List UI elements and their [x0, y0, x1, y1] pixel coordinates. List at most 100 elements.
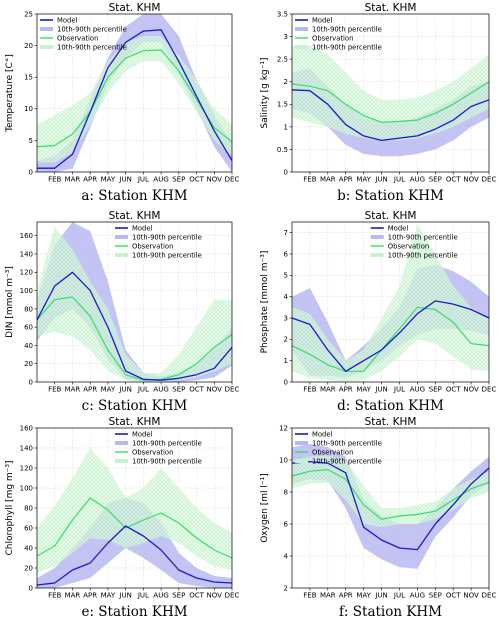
observation-line: [291, 81, 490, 123]
x-tick-label: FEB: [303, 386, 316, 394]
y-tick-label: 2: [284, 336, 288, 344]
y-tick-label: 12: [279, 424, 288, 432]
legend-label: Observation: [312, 448, 353, 456]
x-tick-label: JUN: [374, 592, 387, 600]
y-tick-label: 10: [24, 105, 33, 113]
x-tick-label: APR: [83, 386, 97, 394]
x-tick-label: DEC: [482, 386, 497, 394]
legend-label: 10th-90th percentile: [388, 251, 458, 259]
y-tick-label: 3: [284, 33, 288, 41]
y-tick-label: 0: [29, 584, 33, 592]
observation-percentile-band: [292, 45, 489, 141]
x-tick-label: MAR: [65, 386, 81, 394]
observation-line: [291, 469, 490, 520]
panel-caption: f: Station KHM: [339, 604, 442, 620]
model-line: [36, 271, 233, 381]
chart-panel-2: 0 0.5 1 1.5 2 2.5 3 3.5 FEB MAR APR MAY JUN JUL AUG SEP…: [260, 2, 496, 204]
x-tick-label: SEP: [429, 176, 442, 184]
x-tick-label: JUN: [374, 386, 387, 394]
y-tick-label: 2.5: [277, 56, 288, 64]
y-axis-label: DIN [mmol m⁻³]: [5, 266, 15, 338]
legend-label: 10th-90th percentile: [312, 43, 382, 51]
y-axis-label: Phosphate [mmol m⁻³]: [260, 251, 270, 354]
observation-line: [36, 49, 233, 148]
chart-title: Stat. KHM: [109, 210, 161, 222]
chart-title: Stat. KHM: [365, 210, 417, 222]
legend-label: Observation: [388, 242, 429, 250]
legend-label: Model: [388, 224, 409, 232]
x-tick-label: FEB: [48, 176, 61, 184]
y-tick-label: 40: [24, 544, 33, 552]
x-tick-label: NOV: [207, 386, 223, 394]
x-tick-label: MAR: [320, 592, 336, 600]
x-tick-label: AUG: [153, 592, 168, 600]
model-percentile-band: [292, 68, 489, 157]
x-tick-label: MAY: [356, 176, 371, 184]
y-tick-label: 160: [20, 424, 33, 432]
x-tick-label: DEC: [482, 592, 497, 600]
observation-line: [36, 296, 233, 381]
plot-frame: [291, 221, 490, 383]
x-tick-label: NOV: [207, 592, 223, 600]
x-tick-label: OCT: [446, 592, 461, 600]
plot-frame: [291, 427, 490, 589]
x-tick-label: OCT: [189, 386, 204, 394]
y-tick-label: 100: [20, 287, 33, 295]
y-tick-label: 80: [24, 504, 33, 512]
y-tick-label: 2: [284, 584, 288, 592]
x-tick-label: OCT: [189, 592, 204, 600]
panel-caption: d: Station KHM: [337, 398, 444, 414]
y-tick-label: 0: [29, 378, 33, 386]
y-tick-label: 20: [24, 42, 33, 50]
legend-label: Model: [132, 430, 153, 438]
chart-panel-1: 0 5 10 15 20 25 FEB MAR APR MAY JUN JUL AUG SEP OCT NOV…: [5, 2, 239, 204]
y-tick-label: 6: [284, 520, 289, 528]
x-tick-label: SEP: [172, 592, 185, 600]
legend-label: Model: [57, 16, 78, 24]
x-tick-label: APR: [83, 176, 97, 184]
x-tick-label: MAY: [101, 592, 116, 600]
y-tick-label: 60: [24, 524, 33, 532]
observation-line: [291, 306, 490, 372]
legend-label: Observation: [132, 448, 173, 456]
legend-label: Observation: [312, 34, 353, 42]
x-tick-label: APR: [339, 386, 353, 394]
y-tick-label: 120: [20, 464, 33, 472]
x-tick-label: MAR: [320, 176, 336, 184]
y-tick-label: 100: [20, 484, 33, 492]
x-tick-label: MAY: [356, 592, 371, 600]
y-tick-label: 140: [20, 444, 33, 452]
x-tick-label: JUN: [374, 176, 387, 184]
panel-caption: b: Station KHM: [337, 188, 444, 204]
chart-title: Stat. KHM: [365, 2, 417, 14]
x-tick-label: NOV: [207, 176, 223, 184]
x-tick-label: NOV: [463, 592, 479, 600]
observation-percentile-band: [37, 36, 232, 163]
x-tick-label: MAY: [101, 176, 116, 184]
y-tick-label: 10: [279, 456, 288, 464]
legend-label: 10th-90th percentile: [312, 439, 382, 447]
y-tick-label: 0.5: [277, 146, 288, 154]
x-tick-label: JUL: [137, 592, 149, 600]
y-tick-label: 20: [24, 564, 33, 572]
x-tick-label: MAR: [65, 176, 81, 184]
legend-label: 10th-90th percentile: [388, 233, 458, 241]
y-tick-label: 15: [24, 74, 33, 82]
legend-label: Observation: [132, 242, 173, 250]
y-tick-label: 7: [284, 229, 288, 237]
x-tick-label: SEP: [172, 386, 185, 394]
y-tick-label: 8: [284, 488, 288, 496]
x-tick-label: FEB: [303, 592, 316, 600]
x-tick-label: MAR: [320, 386, 336, 394]
legend-label: 10th-90th percentile: [132, 439, 202, 447]
y-tick-label: 5: [284, 272, 288, 280]
x-tick-label: FEB: [48, 386, 61, 394]
plot-frame: [36, 13, 233, 173]
model-line: [36, 525, 233, 586]
legend-label: 10th-90th percentile: [312, 25, 382, 33]
x-tick-label: JUL: [137, 176, 149, 184]
